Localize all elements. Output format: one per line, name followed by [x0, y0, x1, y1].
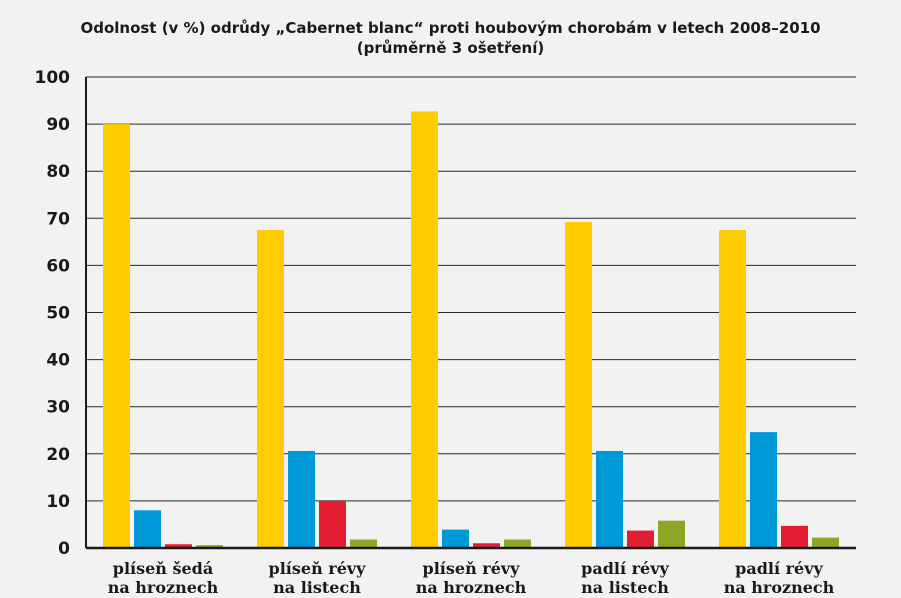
- x-category-label: padlí révy: [735, 559, 823, 578]
- x-category-label: na hroznech: [108, 578, 219, 597]
- x-category-label: na hroznech: [724, 578, 835, 597]
- bar: [411, 111, 438, 549]
- x-category-label: plíseň révy: [269, 559, 367, 578]
- y-tick-label: 0: [58, 539, 70, 559]
- bar: [658, 520, 685, 548]
- bar: [165, 544, 192, 548]
- x-category-label: na listech: [273, 578, 361, 597]
- bar: [473, 543, 500, 548]
- bar: [442, 529, 469, 548]
- y-tick-label: 60: [46, 256, 70, 276]
- bar: [781, 525, 808, 548]
- y-tick-label: 70: [46, 209, 70, 229]
- y-tick-label: 30: [46, 398, 70, 418]
- bar: [257, 230, 284, 548]
- bar: [565, 222, 592, 548]
- x-category-label: na listech: [581, 578, 669, 597]
- bar: [719, 230, 746, 548]
- x-category-label: plíseň révy: [423, 559, 521, 578]
- bar: [627, 530, 654, 548]
- y-tick-label: 100: [35, 68, 71, 88]
- bar: [812, 537, 839, 548]
- x-category-label: padlí révy: [581, 559, 669, 578]
- y-tick-label: 40: [46, 351, 70, 371]
- y-tick-label: 90: [46, 115, 70, 135]
- bar: [319, 500, 346, 548]
- y-tick-label: 10: [46, 492, 70, 512]
- bar: [750, 432, 777, 548]
- bar: [350, 539, 377, 548]
- y-tick-label: 50: [46, 304, 70, 324]
- x-category-label: na hroznech: [416, 578, 527, 597]
- bar: [504, 539, 531, 548]
- x-category-label: plíseň šedá: [113, 559, 213, 578]
- chart-title: Odolnost (v %) odrůdy „Cabernet blanc“ p…: [80, 19, 821, 37]
- bar: [134, 510, 161, 548]
- bar: [103, 124, 130, 548]
- y-tick-label: 20: [46, 445, 70, 465]
- y-tick-label: 80: [46, 162, 70, 182]
- chart-subtitle: (průměrně 3 ošetření): [356, 39, 545, 57]
- bar: [596, 450, 623, 548]
- bar: [288, 450, 315, 548]
- bar: [196, 545, 223, 548]
- chart-title-block: Odolnost (v %) odrůdy „Cabernet blanc“ p…: [0, 18, 901, 58]
